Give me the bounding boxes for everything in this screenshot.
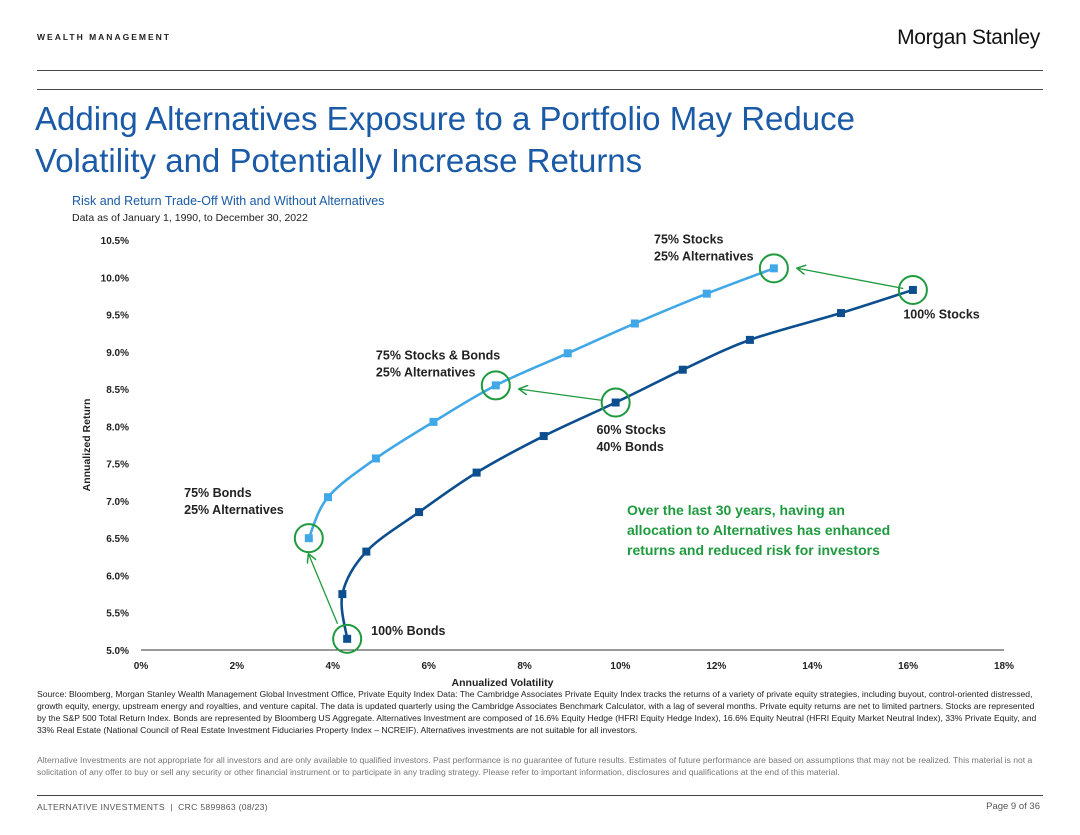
point-annotation: 100% Stocks xyxy=(903,307,979,321)
highlight-circle xyxy=(480,370,511,401)
annotation-arrow xyxy=(520,389,602,401)
data-point-without-alternatives xyxy=(678,365,687,374)
data-point-without-alternatives xyxy=(362,547,371,556)
header-rule-bottom xyxy=(37,89,1043,90)
x-tick-label: 8% xyxy=(517,661,532,672)
point-annotation: 100% Bonds xyxy=(371,624,445,638)
page-number: Page 9 of 36 xyxy=(986,801,1040,812)
x-tick-label: 14% xyxy=(802,661,822,672)
y-tick-label: 9.5% xyxy=(106,311,129,322)
y-tick-label: 10.5% xyxy=(101,236,129,247)
point-annotation: 75% Bonds 25% Alternatives xyxy=(184,486,284,517)
highlight-circle xyxy=(293,523,324,554)
risk-return-chart: 5.0% 5.5% 6.0% 6.5% 7.0% 7.5% 8.0% 8.5% 9.0% 9.5%… xyxy=(81,233,1014,689)
series-line-without-alternatives xyxy=(340,288,914,640)
x-tick-label: 12% xyxy=(706,661,726,672)
data-point-with-alternatives xyxy=(323,493,332,502)
x-tick-label: 4% xyxy=(326,661,341,672)
data-point-with-alternatives xyxy=(371,454,380,463)
data-point-with-alternatives xyxy=(563,349,572,358)
x-tick-label: 6% xyxy=(421,661,436,672)
annotation-arrow xyxy=(798,268,904,290)
y-tick-label: 9.0% xyxy=(106,348,129,359)
data-point-with-alternatives xyxy=(491,381,500,390)
annotation-line: 25% Alternatives xyxy=(654,250,754,264)
disclaimer: Alternative Investments are not appropri… xyxy=(37,755,1033,777)
point-annotation: 75% Stocks & Bonds 25% Alternatives xyxy=(376,348,500,379)
data-point-without-alternatives xyxy=(836,309,845,318)
annotation-line: 100% Bonds xyxy=(371,624,445,638)
x-tick-label: 16% xyxy=(898,661,918,672)
annotation-line: 25% Alternatives xyxy=(184,503,284,517)
annotation-line: 75% Bonds xyxy=(184,486,251,500)
x-tick-label: 2% xyxy=(230,661,245,672)
section-label: WEALTH MANAGEMENT xyxy=(37,32,171,42)
header-rule-top xyxy=(37,70,1043,71)
y-tick-label: 7.0% xyxy=(106,497,129,508)
callout-line: returns and reduced risk for investors xyxy=(627,542,880,558)
data-point-without-alternatives xyxy=(472,468,481,477)
data-asof: Data as of January 1, 1990, to December … xyxy=(72,212,308,224)
highlight-circle xyxy=(600,387,631,418)
y-axis-title: Annualized Return xyxy=(81,399,93,492)
annotation-line: 40% Bonds xyxy=(596,440,663,454)
x-tick-label: 10% xyxy=(610,661,630,672)
highlight-circle xyxy=(332,623,363,654)
data-point-with-alternatives xyxy=(702,289,711,298)
y-tick-label: 8.0% xyxy=(106,422,129,433)
page-title: Adding Alternatives Exposure to a Portfo… xyxy=(35,100,855,179)
highlight-circle xyxy=(897,274,928,305)
annotation-line: 60% Stocks xyxy=(596,423,666,437)
data-point-with-alternatives xyxy=(630,319,639,328)
x-tick-label: 0% xyxy=(134,661,149,672)
highlight-circle xyxy=(758,253,789,284)
data-point-without-alternatives xyxy=(611,398,620,407)
annotation-line: 25% Alternatives xyxy=(376,365,476,379)
data-point-without-alternatives xyxy=(539,432,548,441)
chart-subtitle: Risk and Return Trade-Off With and Witho… xyxy=(72,194,385,208)
data-point-without-alternatives xyxy=(908,285,917,294)
data-point-without-alternatives xyxy=(338,590,347,599)
annotation-line: 75% Stocks & Bonds xyxy=(376,348,500,362)
footer-rule xyxy=(37,795,1043,796)
callout-line: allocation to Alternatives has enhanced xyxy=(627,522,890,538)
annotation-arrow xyxy=(309,555,339,625)
callout-line: Over the last 30 years, having an xyxy=(627,502,845,518)
y-tick-label: 10.0% xyxy=(101,273,129,284)
annotation-line: 100% Stocks xyxy=(903,307,979,321)
y-tick-label: 5.5% xyxy=(106,609,129,620)
data-point-with-alternatives xyxy=(429,417,438,426)
data-point-without-alternatives xyxy=(343,634,352,643)
y-tick-label: 6.0% xyxy=(106,571,129,582)
data-point-with-alternatives xyxy=(304,534,313,543)
point-annotation: 75% Stocks 25% Alternatives xyxy=(654,233,754,264)
data-point-without-alternatives xyxy=(415,508,424,517)
point-annotation: 60% Stocks 40% Bonds xyxy=(596,423,666,454)
data-point-without-alternatives xyxy=(745,335,754,344)
series-line-with-alternatives xyxy=(307,267,775,539)
brand-logo: Morgan Stanley xyxy=(897,26,1040,49)
x-tick-label: 18% xyxy=(994,661,1014,672)
footer-left: ALTERNATIVE INVESTMENTS | CRC 5899863 (0… xyxy=(37,802,268,812)
annotation-line: 75% Stocks xyxy=(654,233,724,247)
y-tick-label: 7.5% xyxy=(106,460,129,471)
source-note: Source: Bloomberg, Morgan Stanley Wealth… xyxy=(37,689,1037,735)
y-tick-label: 5.0% xyxy=(106,646,129,657)
y-tick-label: 8.5% xyxy=(106,385,129,396)
data-point-with-alternatives xyxy=(769,264,778,273)
y-tick-label: 6.5% xyxy=(106,534,129,545)
x-axis-title: Annualized Volatility xyxy=(452,677,554,689)
callout-text: Over the last 30 years, having an allocat… xyxy=(627,502,890,558)
